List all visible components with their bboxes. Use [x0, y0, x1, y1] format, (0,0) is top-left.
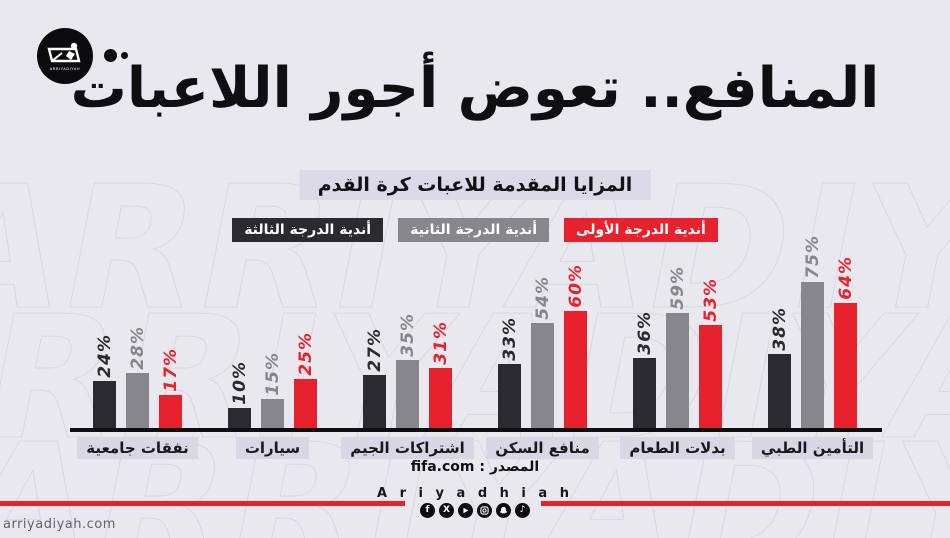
bar-value-label: 25% — [295, 332, 316, 376]
bar-wrap: 24% — [93, 334, 116, 428]
bar — [363, 375, 386, 428]
footer-divider-left — [0, 501, 405, 506]
bar-value-label: 38% — [769, 307, 790, 351]
bar-value-label: 54% — [532, 276, 553, 320]
facebook-icon[interactable]: f — [420, 503, 435, 518]
bar-value-label: 53% — [700, 278, 721, 322]
bar-group: 64% 75% 38% التأمين الطبي — [748, 235, 877, 459]
bar-wrap: 35% — [396, 313, 419, 428]
snapchat-icon[interactable] — [496, 503, 511, 518]
bar-wrap: 31% — [429, 321, 452, 428]
bar — [93, 381, 116, 428]
chart-subtitle: المزايا المقدمة للاعبات كرة القدم — [299, 170, 651, 200]
logo-dot-small — [121, 52, 128, 59]
category-label: سيارات — [235, 437, 310, 459]
bar-wrap: 54% — [531, 276, 554, 428]
bar-wrap: 53% — [699, 278, 722, 428]
bar-chart: 64% 75% 38% التأمين الطبي 53% 59% 36% بدلات الط… — [73, 235, 877, 459]
bar-value-label: 36% — [634, 311, 655, 355]
source-label: المصدر : — [479, 459, 540, 475]
bar — [564, 311, 587, 428]
bar — [429, 368, 452, 428]
bar-value-label: 75% — [802, 235, 823, 279]
category-label: منافع السكن — [486, 437, 599, 459]
legend-first-division: أندية الدرجة الأولى — [564, 218, 718, 242]
bar-group: 53% 59% 36% بدلات الطعام — [613, 238, 742, 459]
bar-wrap: 60% — [564, 264, 587, 428]
chart-legend: أندية الدرجة الأولى أندية الدرجة الثانية… — [0, 218, 950, 242]
bar-value-label: 27% — [364, 328, 385, 372]
x-axis-line — [70, 428, 882, 432]
bar — [834, 303, 857, 428]
bar — [768, 354, 791, 428]
bar-value-label: 31% — [430, 321, 451, 365]
bar-value-label: 10% — [229, 361, 250, 405]
bar — [228, 408, 251, 428]
logo-dot-large — [104, 49, 117, 62]
bar — [498, 364, 521, 428]
bar-wrap: 25% — [294, 332, 317, 428]
bar-value-label: 35% — [397, 313, 418, 357]
bar-wrap: 33% — [498, 317, 521, 428]
bar-wrap: 28% — [126, 326, 149, 428]
arriyadiyah-logo[interactable]: ARRIYADIYAH — [36, 27, 171, 87]
bar — [699, 325, 722, 428]
bar-wrap: 36% — [633, 311, 656, 428]
bar — [801, 282, 824, 428]
bar-value-label: 24% — [94, 334, 115, 378]
category-label: التأمين الطبي — [751, 437, 874, 459]
category-label: نفقات جامعية — [77, 437, 198, 459]
category-label: اشتراكات الجيم — [341, 437, 474, 459]
bar-wrap: 59% — [666, 266, 689, 428]
legend-second-division: أندية الدرجة الثانية — [398, 218, 550, 242]
source-value: fifa.com — [410, 459, 475, 475]
bar-value-label: 59% — [667, 266, 688, 310]
bar — [531, 323, 554, 428]
bar — [159, 395, 182, 428]
bar — [666, 313, 689, 428]
bar-value-label: 28% — [127, 326, 148, 370]
page-title: المنافع.. تعوض أجور اللاعبات — [70, 56, 881, 121]
youtube-icon[interactable] — [458, 503, 473, 518]
arriyadiyah-logo-icon: ARRIYADIYAH — [37, 28, 93, 84]
legend-third-division: أندية الدرجة الثالثة — [232, 218, 384, 242]
source-line: المصدر : fifa.com — [0, 459, 950, 475]
bar-wrap: 75% — [801, 235, 824, 428]
social-icons-row: f X ♪ — [420, 503, 530, 518]
bar — [396, 360, 419, 428]
bar — [261, 399, 284, 428]
bar-group: 25% 15% 10% سيارات — [208, 238, 337, 459]
category-label: بدلات الطعام — [620, 437, 735, 459]
bar-wrap: 64% — [834, 256, 857, 428]
footer-divider-right — [541, 501, 950, 506]
footer-brand: A r i y a d h i a h — [377, 486, 573, 501]
bar-wrap: 15% — [261, 352, 284, 428]
instagram-icon[interactable] — [477, 503, 492, 518]
bar-value-label: 64% — [835, 256, 856, 300]
bar-value-label: 60% — [565, 264, 586, 308]
bar-wrap: 27% — [363, 328, 386, 428]
site-url[interactable]: arriyadiyah.com — [3, 517, 116, 532]
bar-wrap: 17% — [159, 348, 182, 428]
bar — [126, 373, 149, 428]
bar-value-label: 15% — [262, 352, 283, 396]
bar — [633, 358, 656, 428]
svg-text:ARRIYADIYAH: ARRIYADIYAH — [50, 67, 80, 71]
bar-group: 31% 35% 27% اشتراكات الجيم — [341, 238, 474, 459]
bar-value-label: 17% — [160, 348, 181, 392]
bar — [294, 379, 317, 428]
x-icon[interactable]: X — [439, 503, 454, 518]
bar-group: 60% 54% 33% منافع السكن — [478, 238, 607, 459]
bar-wrap: 38% — [768, 307, 791, 428]
bar-wrap: 10% — [228, 361, 251, 428]
tiktok-icon[interactable]: ♪ — [515, 503, 530, 518]
bar-group: 17% 28% 24% نفقات جامعية — [73, 238, 202, 459]
bar-value-label: 33% — [499, 317, 520, 361]
